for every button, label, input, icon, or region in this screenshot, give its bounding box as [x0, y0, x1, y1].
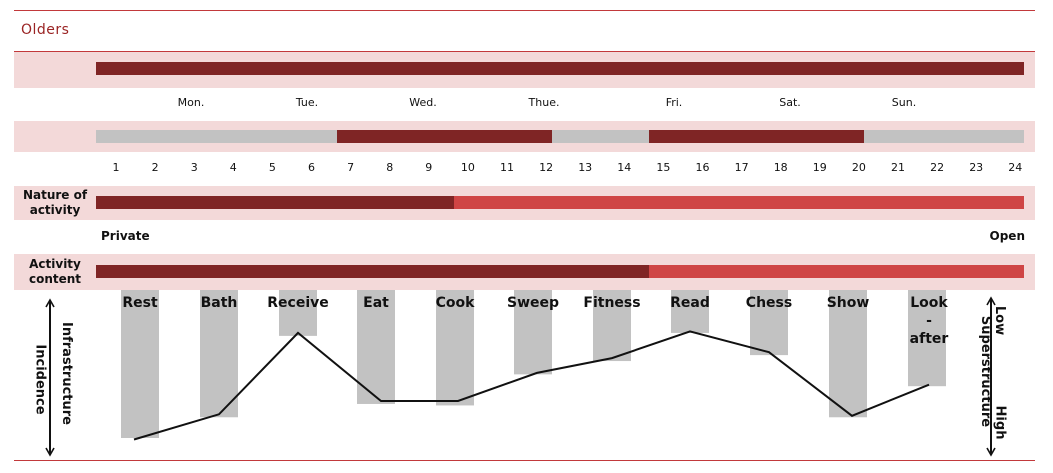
- high-axis-label: High: [992, 405, 1008, 440]
- day-label: Wed.: [409, 96, 437, 109]
- hour-label: 14: [617, 161, 632, 174]
- bar-rest: [121, 290, 159, 438]
- activity-bar: [96, 265, 1024, 278]
- low-axis-label: Low: [992, 305, 1008, 336]
- day-label: Thue.: [528, 96, 560, 109]
- day-label: Mon.: [177, 96, 205, 109]
- day-label: Sun.: [891, 96, 917, 109]
- hour-label: 23: [969, 161, 984, 174]
- bar-receive: [279, 290, 317, 336]
- bar-cook: [436, 290, 474, 406]
- activity-light-segment: [649, 265, 1024, 278]
- left-axis-arrow: [45, 298, 55, 457]
- overview-bar: [96, 62, 1024, 75]
- incidence-axis-label: Incidence: [32, 344, 48, 415]
- bar-fitness: [593, 290, 631, 362]
- hour-label: 22: [930, 161, 945, 174]
- open-segment: [453, 196, 1024, 209]
- day-label: Fri.: [665, 96, 683, 109]
- timeline-segment: [96, 130, 337, 143]
- hour-label: 24: [1008, 161, 1023, 174]
- hour-label: 21: [891, 161, 905, 174]
- hour-label: 8: [386, 161, 394, 174]
- infrastructure-axis-label: Infrastructure: [58, 322, 74, 425]
- hour-label: 2: [151, 161, 159, 174]
- hour-label: 3: [190, 161, 198, 174]
- nature-bar: [96, 196, 1024, 209]
- bar-eat: [357, 290, 395, 404]
- nature-label: Nature of activity: [22, 188, 88, 217]
- bottom-rule: [14, 460, 1035, 461]
- category-label: Rest: [122, 295, 158, 311]
- day-label: Tue.: [295, 96, 319, 109]
- open-label: Open: [989, 229, 1025, 243]
- hour-label: 13: [578, 161, 593, 174]
- category-label: Eat: [363, 295, 389, 311]
- timeline-segment: [649, 130, 865, 143]
- hour-label: 9: [425, 161, 433, 174]
- bar-read: [671, 290, 709, 333]
- hour-label: 10: [460, 161, 475, 174]
- category-label: Read: [670, 295, 710, 311]
- hour-label: 11: [500, 161, 514, 174]
- timeline-bar: [96, 130, 1024, 143]
- hour-label: 4: [229, 161, 237, 174]
- right-axis-arrow: [986, 296, 996, 457]
- hour-label: 16: [695, 161, 710, 174]
- category-label: Chess: [746, 295, 792, 311]
- bar-chess: [750, 290, 788, 356]
- top-rule: [14, 10, 1035, 11]
- bar-sweep: [514, 290, 552, 375]
- hour-label: 20: [851, 161, 866, 174]
- hour-label: 15: [656, 161, 671, 174]
- category-label: Fitness: [583, 295, 640, 311]
- category-label: Show: [827, 295, 870, 311]
- hour-label: 12: [539, 161, 554, 174]
- category-label: Cook: [436, 295, 476, 311]
- superstructure-axis-label: Superstructure: [978, 315, 994, 428]
- bar-show: [829, 290, 867, 418]
- hour-label: 1: [112, 161, 120, 174]
- activity-dark-segment: [96, 265, 650, 278]
- activity-label: Activity content: [28, 257, 82, 286]
- timeline-segment: [864, 130, 1024, 143]
- header-rule: [14, 51, 1035, 52]
- hour-label: 7: [347, 161, 355, 174]
- page-title: Olders: [21, 22, 70, 38]
- hour-label: 18: [773, 161, 788, 174]
- timeline-segment: [336, 130, 552, 143]
- category-label: Bath: [201, 295, 238, 311]
- hour-label: 17: [734, 161, 749, 174]
- hour-label: 6: [308, 161, 315, 174]
- bar-bath: [200, 290, 238, 418]
- day-label: Sat.: [779, 96, 801, 109]
- incidence-line: [133, 330, 930, 441]
- private-segment: [96, 196, 454, 209]
- hour-label: 5: [268, 161, 276, 174]
- category-label: Receive: [267, 295, 329, 311]
- category-label: Sweep: [507, 295, 559, 311]
- private-label: Private: [101, 229, 150, 243]
- timeline-segment: [551, 130, 650, 143]
- hour-label: 19: [812, 161, 827, 174]
- bar-look-after: [908, 290, 946, 387]
- category-label: Look -after: [910, 295, 949, 347]
